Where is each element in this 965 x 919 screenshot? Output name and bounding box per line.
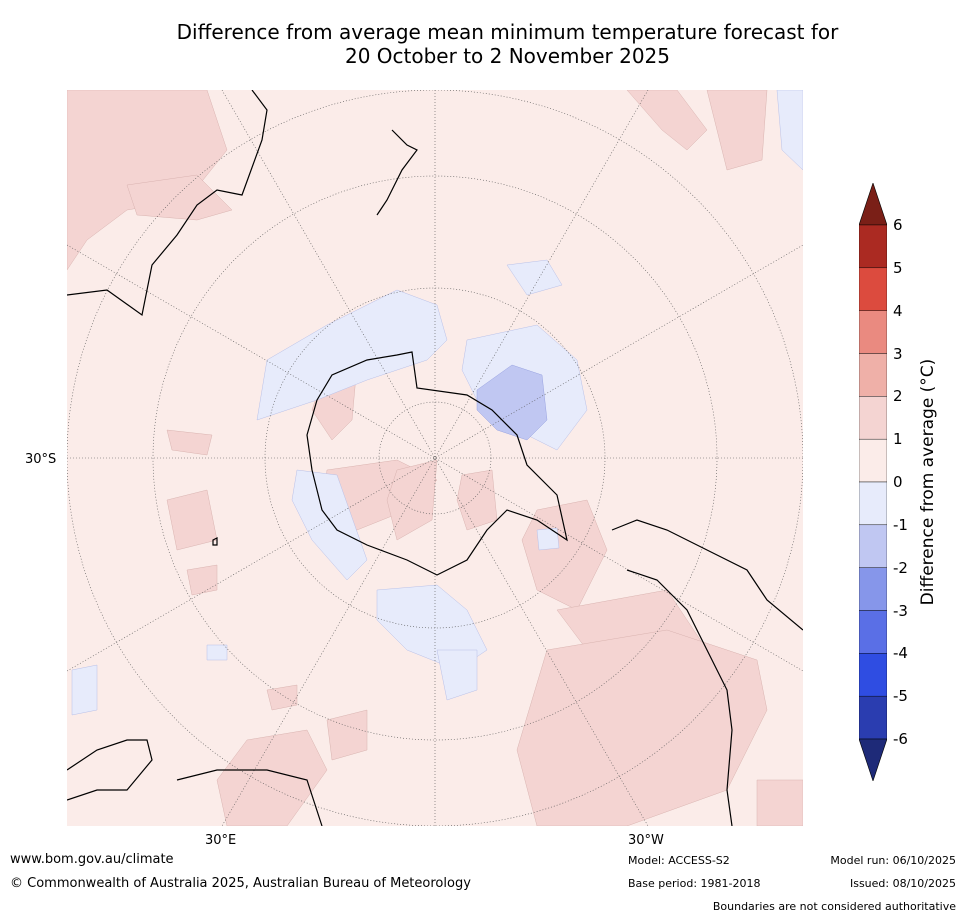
patch-center [456, 469, 498, 531]
colorbar-tick-label: 4 [893, 301, 903, 320]
colorbar-segment [859, 567, 887, 611]
colorbar-segments [859, 183, 887, 781]
colorbar-segment [859, 653, 887, 697]
patch-bottom-left-2 [266, 684, 298, 711]
patch-ne-top [776, 90, 803, 171]
chart-title: Difference from average mean minimum tem… [40, 20, 965, 68]
patch-antarctica-3 [386, 459, 438, 541]
patch-bottom-mid [326, 709, 368, 761]
coastlines [67, 90, 803, 826]
colorbar-segment [859, 267, 887, 311]
footer-issued: Issued: 08/10/2025 [849, 877, 956, 890]
warm-anomaly-patches [67, 90, 803, 826]
patch-ne-corner [706, 90, 768, 171]
coast-africa [67, 739, 153, 801]
coast-south-america [611, 519, 803, 631]
colorbar-segment [859, 695, 887, 740]
patch-west-2 [186, 564, 218, 596]
colorbar-extend-bottom [859, 738, 887, 781]
colorbar-tick-label: 0 [893, 473, 903, 491]
cold-anomaly-weddell [476, 364, 548, 441]
patch-australia-north [126, 174, 233, 221]
colorbar-tick-label: -5 [893, 687, 908, 706]
colorbar-tick-label: -3 [893, 601, 908, 620]
lon-label-30e: 30°E [205, 833, 237, 848]
coast-africa-2 [176, 769, 323, 826]
colorbar-tick-label: -2 [893, 558, 908, 577]
colorbar [859, 183, 887, 781]
lon-label-30w: 30°W [628, 833, 664, 848]
footer-copyright: © Commonwealth of Australia 2025, Austra… [10, 876, 471, 891]
polar-map [67, 90, 803, 826]
footer-model: Model: ACCESS-S2 [628, 854, 730, 867]
patch-bottom-left [216, 729, 328, 826]
patch-se-corner [756, 779, 803, 826]
coast-new-zealand [376, 129, 418, 216]
patch-west-small [71, 664, 98, 716]
patch-africa-south [516, 629, 768, 826]
meridian-lines [67, 90, 803, 826]
colorbar-label: Difference from average (°C) [918, 358, 938, 606]
coast-antarctica [306, 351, 568, 576]
colorbar-tick-label: 1 [893, 430, 903, 449]
colorbar-tick-label: 2 [893, 387, 903, 406]
title-line-1: Difference from average mean minimum tem… [176, 20, 839, 44]
colorbar-segment [859, 353, 887, 397]
colorbar-tick-label: -4 [893, 644, 908, 663]
colorbar-tick-label: 3 [893, 344, 903, 363]
patch-nz-ne [626, 90, 708, 151]
title-line-2: 20 October to 2 November 2025 [344, 44, 671, 68]
colorbar-segment [859, 610, 887, 654]
colorbar-tick-label: 5 [893, 258, 903, 277]
footer-model-run: Model run: 06/10/2025 [830, 854, 956, 867]
colorbar-segment [859, 438, 887, 483]
cool-anomaly-patches [71, 90, 803, 716]
colorbar-tick-label: -1 [893, 515, 908, 534]
colorbar-segment [859, 524, 887, 568]
footer-boundaries: Boundaries are not considered authoritat… [712, 900, 956, 913]
patch-australia-west [67, 90, 228, 271]
lat-label-30s: 30°S [25, 452, 57, 467]
colorbar-extend-top [859, 183, 887, 226]
patch-southwest [166, 489, 218, 551]
coast-kerguelen [212, 537, 218, 546]
colorbar-segment [859, 310, 887, 354]
patch-east-antarctica [291, 469, 368, 581]
colorbar-segment [859, 481, 887, 526]
colorbar-segment [859, 224, 887, 269]
patch-sa-small [536, 527, 560, 551]
patch-ne-ocean [506, 259, 563, 296]
colorbar-segment [859, 396, 887, 440]
patch-south-small [206, 644, 228, 661]
coast-south-america-2 [626, 569, 733, 826]
patch-west-1 [166, 429, 213, 456]
colorbar-tick-label: -6 [893, 730, 908, 748]
colorbar-tick-label: 6 [893, 216, 903, 234]
footer-base-period: Base period: 1981-2018 [628, 877, 761, 890]
footer-website[interactable]: www.bom.gov.au/climate [10, 852, 174, 867]
patch-s-atlantic [521, 499, 608, 611]
map-svg [67, 90, 803, 826]
coast-australia [67, 90, 268, 317]
patch-south-ocean-2 [436, 649, 478, 701]
patch-ross-sea [256, 289, 448, 421]
